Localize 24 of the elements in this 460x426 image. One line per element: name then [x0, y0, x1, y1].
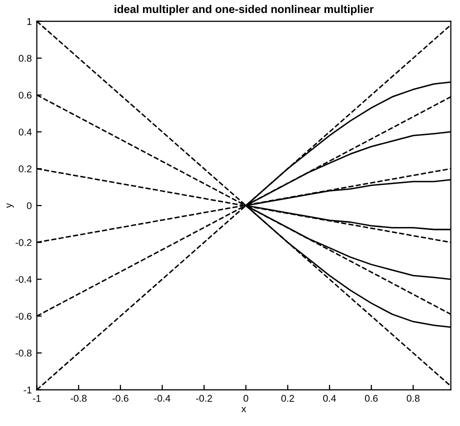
y-tick-label: 0.6 — [18, 92, 32, 99]
y-tick-label: 0 — [26, 202, 32, 210]
x-tick-label: -0.4 — [154, 394, 170, 402]
y-tick-label: 0.4 — [18, 128, 32, 136]
x-tick-label: 0.6 — [364, 394, 378, 402]
y-tick-label: 0.2 — [18, 165, 32, 172]
x-tick-label: -0.2 — [196, 394, 212, 402]
x-tick-label: 0.2 — [281, 394, 294, 402]
x-tick-label: -0.6 — [112, 394, 128, 402]
x-tick-label: 0.8 — [406, 394, 420, 402]
y-tick-label: 0.8 — [18, 54, 32, 62]
x-tick-label: 0.4 — [323, 394, 336, 402]
y-tick-label: -0.8 — [16, 350, 32, 357]
x-tick-label: -1 — [32, 395, 41, 402]
y-tick-label: -0.4 — [16, 276, 32, 283]
x-tick-label: -0.8 — [70, 394, 87, 402]
x-axis-title: x — [241, 407, 246, 412]
y-tick-label: -0.2 — [16, 239, 32, 246]
y-axis-title: y — [6, 203, 14, 208]
x-tick-label: 0 — [244, 394, 248, 402]
y-tick-label: -0.6 — [16, 312, 32, 320]
y-tick-label: -1 — [24, 386, 32, 394]
chart-title: ideal multipler and one-sided nonlinear multiplier — [114, 4, 374, 16]
y-tick-label: 1 — [27, 18, 32, 25]
